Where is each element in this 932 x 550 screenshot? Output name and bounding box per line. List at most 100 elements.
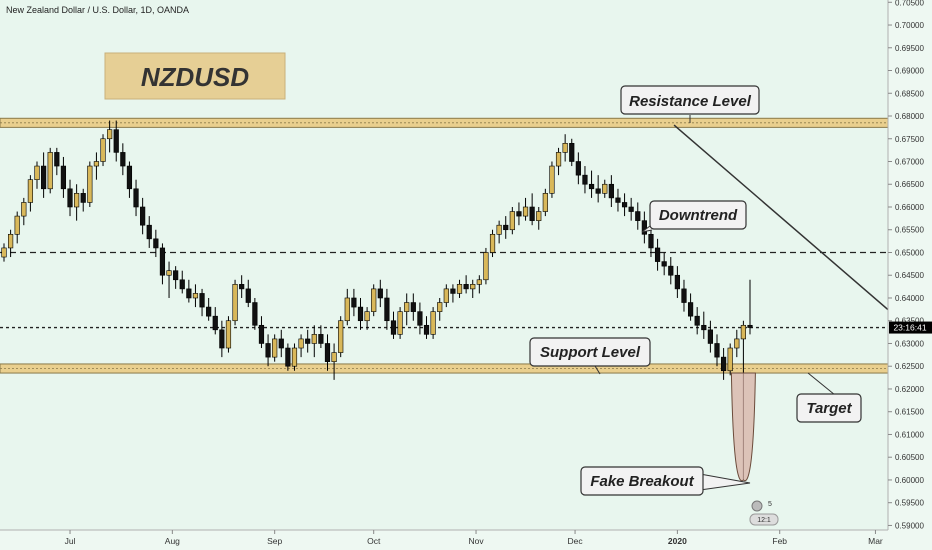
- candle: [377, 279, 383, 308]
- candle-body: [608, 183, 614, 199]
- candle-body: [1, 247, 7, 258]
- candle: [21, 197, 27, 226]
- candle-body: [635, 211, 641, 221]
- candle-body: [694, 315, 700, 326]
- candle: [470, 279, 476, 298]
- candle: [47, 147, 53, 194]
- candle-body: [661, 261, 667, 267]
- candle-body: [311, 334, 317, 344]
- candle: [305, 329, 311, 353]
- candle-body: [641, 220, 647, 235]
- x-tick-label: Feb: [772, 536, 787, 546]
- candle-body: [423, 324, 430, 335]
- candle-body: [74, 193, 80, 208]
- event-badge[interactable]: 5 12:1: [749, 500, 779, 526]
- candle: [344, 288, 350, 326]
- support-callout: Support Level: [529, 337, 651, 375]
- candle-body: [8, 233, 14, 249]
- candle: [351, 288, 357, 317]
- time-axis[interactable]: JulAugSepOctNovDec2020FebMarApr: [0, 529, 932, 550]
- candle-body: [377, 288, 383, 299]
- y-tick-label: 0.62000: [895, 385, 924, 394]
- candle: [654, 238, 661, 271]
- candle: [694, 307, 700, 335]
- candle-body: [562, 143, 568, 153]
- dashed-levels: [0, 251, 888, 329]
- candle: [34, 161, 40, 189]
- candle-body: [206, 306, 212, 317]
- candle: [331, 343, 337, 380]
- candle-body: [727, 347, 733, 372]
- candle: [628, 197, 634, 221]
- candle: [404, 293, 410, 326]
- candle-body: [595, 188, 601, 194]
- x-tick-label: Sep: [267, 536, 282, 546]
- candle-body: [120, 152, 126, 167]
- candle-body: [14, 215, 20, 235]
- candle-body: [687, 302, 694, 317]
- candle: [338, 316, 344, 358]
- candle-body: [344, 297, 350, 322]
- candle: [291, 343, 298, 371]
- candle: [727, 343, 733, 376]
- symbol-label: NZDUSD: [141, 62, 250, 92]
- candle: [41, 152, 47, 198]
- candle: [364, 307, 370, 330]
- candle-body: [470, 284, 476, 290]
- candle: [265, 334, 271, 367]
- y-tick-label: 0.59500: [895, 499, 924, 508]
- candle-body: [549, 165, 555, 194]
- candle: [166, 261, 172, 298]
- y-tick-label: 0.67500: [895, 135, 924, 144]
- candle-body: [54, 152, 60, 167]
- candle-body: [628, 206, 634, 212]
- candle-body: [430, 311, 436, 335]
- candle-body: [126, 165, 133, 190]
- fake-breakout-shape: [730, 372, 756, 482]
- price-axis[interactable]: 0.70500 0.70000 0.69500 0.69000 0.68500 0.680…: [887, 0, 932, 530]
- candle-body: [199, 293, 205, 308]
- candle-body: [509, 211, 515, 231]
- candle: [153, 229, 159, 258]
- y-tick-label: 0.62500: [895, 362, 924, 371]
- y-tick-label: 0.67000: [895, 158, 924, 167]
- candle-body: [397, 311, 403, 335]
- candle-body: [437, 302, 443, 312]
- symbol-box: NZDUSD: [104, 52, 286, 100]
- candle-body: [621, 202, 628, 208]
- y-tick-label: 0.68000: [895, 112, 924, 121]
- candle-body: [252, 302, 258, 326]
- candle: [569, 138, 575, 167]
- candle-body: [536, 211, 542, 221]
- candle: [126, 161, 133, 198]
- y-tick-label: 0.68500: [895, 89, 924, 98]
- candle: [14, 211, 20, 244]
- candle: [635, 202, 641, 230]
- y-tick-label: 0.59000: [895, 521, 924, 530]
- event-badge-bottom: 12:1: [757, 517, 771, 524]
- target-callout: Target: [796, 372, 862, 423]
- candle-body: [27, 179, 34, 203]
- candle-body: [483, 252, 489, 281]
- candle-body: [93, 161, 100, 167]
- candle: [225, 316, 232, 353]
- candle-body: [291, 347, 298, 367]
- candle: [67, 179, 73, 217]
- candle: [417, 302, 423, 335]
- candle: [232, 279, 238, 326]
- candle: [186, 279, 192, 303]
- candle: [298, 334, 304, 358]
- candle-body: [159, 247, 166, 276]
- candle-body: [113, 129, 119, 153]
- candle: [8, 229, 14, 258]
- candle: [107, 120, 113, 153]
- candle-body: [232, 284, 238, 322]
- candle-body: [516, 211, 522, 217]
- candle-body: [34, 165, 40, 180]
- candle: [450, 284, 456, 303]
- candle-body: [522, 206, 529, 217]
- candle: [324, 334, 331, 371]
- candle: [192, 284, 199, 308]
- candle-body: [298, 338, 304, 349]
